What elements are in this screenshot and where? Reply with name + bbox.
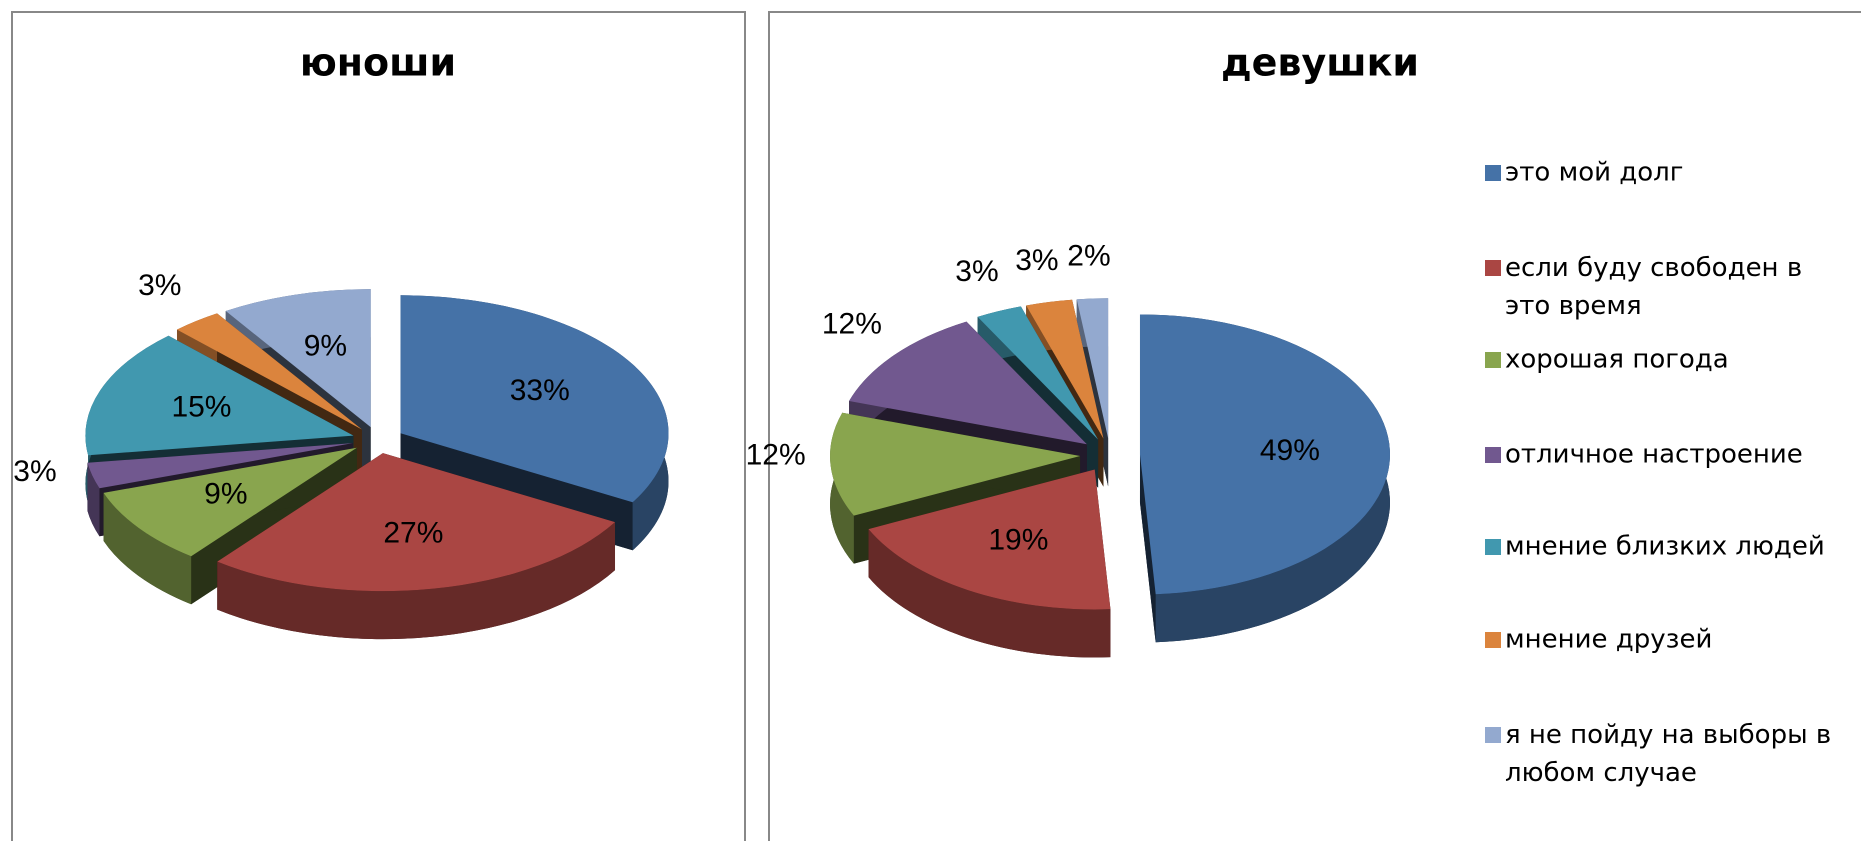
slice-top <box>85 335 354 456</box>
chart-title: юноши <box>300 41 456 85</box>
slice-top <box>849 321 1087 445</box>
legend-line: это время <box>1505 291 1642 321</box>
legend-line: если буду свободен в <box>1505 253 1802 283</box>
legend-swatch <box>1485 260 1501 276</box>
slice-side <box>103 492 192 605</box>
data-label: 12% <box>746 439 806 472</box>
slice-side <box>87 462 100 537</box>
slice-top <box>217 453 616 592</box>
data-label: 49% <box>1260 434 1320 467</box>
chart-title: девушки <box>1221 41 1419 85</box>
slice <box>868 469 1111 658</box>
data-label: 15% <box>171 390 231 423</box>
legend-label: отличное настроение <box>1505 440 1803 470</box>
slice-top <box>1139 314 1390 595</box>
legend-label: это мой долг <box>1505 158 1683 188</box>
slice <box>217 453 616 640</box>
data-label: 3% <box>138 269 181 302</box>
slice-top <box>868 469 1111 610</box>
data-label: 3% <box>955 255 998 288</box>
legend-swatch <box>1485 165 1501 181</box>
slice-top <box>225 289 371 428</box>
slice-top <box>400 295 669 503</box>
slice-top <box>1026 299 1104 439</box>
data-label: 3% <box>1015 244 1058 277</box>
legend-line: я не пойду на выборы в <box>1505 720 1831 750</box>
slice-top <box>103 447 357 557</box>
data-label: 19% <box>988 524 1048 557</box>
legend-swatch <box>1485 539 1501 555</box>
legend-swatch <box>1485 447 1501 463</box>
slice-side <box>868 529 1111 658</box>
data-label: 3% <box>13 455 56 488</box>
legend-swatch <box>1485 352 1501 368</box>
data-label: 2% <box>1067 240 1110 273</box>
slice-top <box>1076 298 1109 439</box>
legend-swatch <box>1485 727 1501 743</box>
data-label: 33% <box>510 374 570 407</box>
slice-wall <box>1139 454 1156 643</box>
legend-label: мнение друзей <box>1505 625 1712 655</box>
slice-top <box>176 313 362 430</box>
data-label: 27% <box>383 516 443 549</box>
slice-top <box>830 412 1081 516</box>
legend-label: мнение близких людей <box>1505 532 1825 562</box>
slice-side <box>217 522 616 640</box>
legend-label: хорошая погода <box>1505 345 1729 375</box>
legend-label: если буду свободен в это время <box>1505 253 1802 321</box>
slice <box>1139 314 1390 643</box>
legend-label: я не пойду на выборы в любом случае <box>1505 720 1831 788</box>
legend-swatch <box>1485 632 1501 648</box>
slice-top <box>977 306 1099 440</box>
slice-top <box>87 443 353 489</box>
data-label: 9% <box>304 330 347 363</box>
legend-line: любом случае <box>1505 758 1697 788</box>
data-label: 12% <box>822 307 882 340</box>
data-label: 9% <box>204 478 247 511</box>
